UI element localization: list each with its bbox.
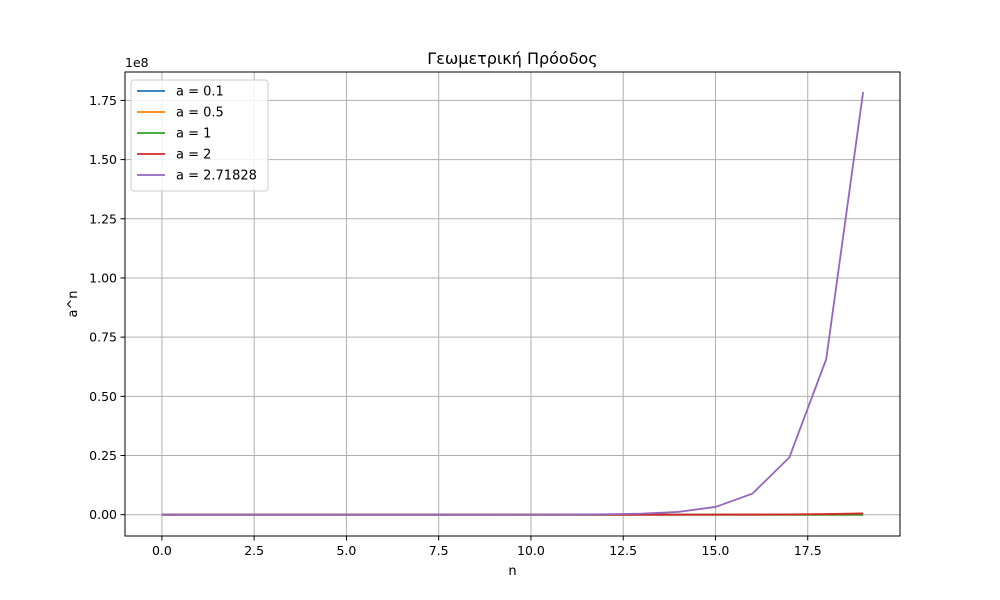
y-axis-label: a^n [66,290,81,317]
y-tick-label: 0.25 [89,448,117,463]
x-tick-label: 2.5 [244,543,264,558]
ticks: 0.0 2.5 5.0 7.5 10.0 12.5 15.0 17.5 0.00 0.25 0.50… [89,93,822,558]
y-tick-label: 1.50 [89,152,117,167]
y-offset-text: 1e8 [125,55,149,70]
plot-frame [124,71,901,537]
legend-box [130,79,269,192]
x-axis-label: n [508,564,516,579]
y-tick-label: 1.75 [89,93,117,108]
x-tick-label: 10.0 [517,543,545,558]
x-tick-label: 7.5 [429,543,449,558]
y-tick-label: 0.75 [89,330,117,345]
x-tick-label: 12.5 [609,543,637,558]
x-tick-label: 17.5 [794,543,822,558]
x-tick-label: 5.0 [336,543,356,558]
series-group [161,92,864,516]
x-tick-label: 15.0 [702,543,730,558]
legend-label: a = 0.5 [176,106,224,121]
legend: a = 0.1 a = 0.5 a = 1 a = 2 a = 2.71828 [130,79,269,192]
legend-label: a = 2.71828 [176,169,257,184]
series-line-5 [161,92,864,516]
legend-label: a = 1 [176,127,211,142]
legend-label: a = 0.1 [176,85,224,100]
x-tick-label: 0.0 [152,543,172,558]
legend-label: a = 2 [176,148,211,163]
y-tick-label: 0.50 [89,389,117,404]
y-tick-label: 1.00 [89,270,117,285]
y-tick-label: 0.00 [89,507,117,522]
chart-title: Γεωμετρική Πρόοδος [427,49,597,68]
y-tick-label: 1.25 [89,211,117,226]
